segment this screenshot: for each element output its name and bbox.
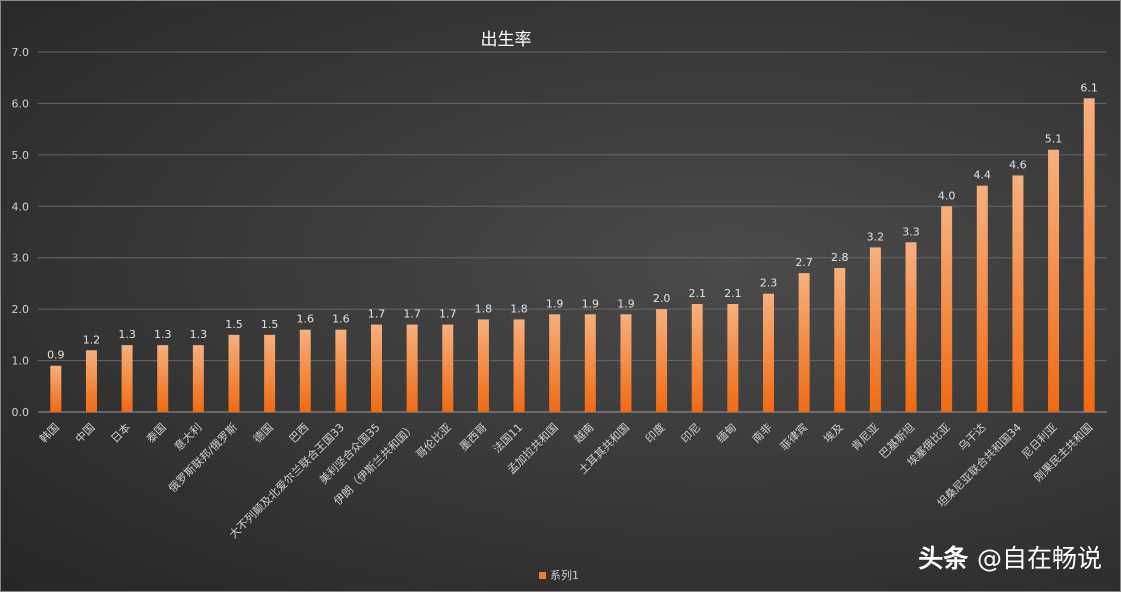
x-tick-label: 哥伦比亚	[413, 420, 454, 461]
y-tick-label: 3.0	[12, 252, 30, 265]
data-label: 4.6	[1009, 158, 1027, 171]
bar[interactable]	[798, 273, 810, 412]
x-tick-label: 俄罗斯联邦/俄罗斯	[166, 421, 240, 495]
x-tick-label: 中国	[73, 421, 98, 446]
data-label: 1.7	[439, 308, 457, 321]
bar[interactable]	[620, 314, 632, 412]
bar[interactable]	[905, 242, 917, 412]
bar[interactable]	[656, 309, 668, 412]
x-tick-label: 缅甸	[714, 420, 739, 445]
x-tick-label: 美利坚合众国35	[316, 420, 382, 486]
bar[interactable]	[335, 329, 347, 412]
bar[interactable]	[941, 206, 953, 412]
data-label: 1.7	[368, 308, 386, 321]
bar[interactable]	[50, 365, 62, 412]
data-label: 4.4	[974, 169, 992, 182]
bar[interactable]	[1083, 98, 1095, 413]
bar[interactable]	[762, 293, 774, 412]
data-label: 2.0	[653, 292, 671, 305]
x-tick-label: 越南	[571, 420, 596, 445]
bar[interactable]	[406, 324, 418, 412]
data-label: 1.3	[190, 328, 208, 341]
y-tick-label: 4.0	[12, 200, 30, 213]
data-label: 1.9	[617, 297, 635, 310]
x-tick-label: 泰国	[143, 420, 168, 445]
legend-swatch	[539, 571, 546, 579]
data-label: 6.1	[1080, 81, 1098, 94]
x-tick-label: 墨西哥	[457, 421, 490, 454]
legend[interactable]: 系列1	[539, 567, 579, 583]
data-label: 1.6	[332, 313, 350, 326]
data-label: 3.2	[867, 230, 885, 243]
data-label: 1.8	[510, 302, 528, 315]
x-tick-label: 法国11	[490, 420, 525, 455]
bar[interactable]	[85, 350, 97, 412]
data-label: 1.7	[403, 308, 421, 321]
data-label: 5.1	[1045, 133, 1063, 146]
bar[interactable]	[691, 304, 703, 412]
chart-title: 出生率	[480, 30, 532, 50]
data-label: 1.3	[154, 328, 172, 341]
watermark-handle: @自在畅说	[976, 544, 1102, 573]
bar[interactable]	[442, 324, 454, 412]
bar[interactable]	[371, 324, 383, 412]
x-tick-label: 巴西	[287, 421, 312, 446]
x-tick-label: 日本	[108, 420, 133, 445]
data-label: 1.8	[475, 302, 493, 315]
x-tick-label: 南非	[750, 421, 775, 446]
bar[interactable]	[584, 314, 596, 412]
x-tick-label: 肯尼亚	[849, 421, 882, 454]
data-label: 1.6	[297, 313, 315, 326]
legend-label: 系列1	[550, 569, 579, 582]
bar[interactable]	[1048, 149, 1060, 412]
x-tick-label: 印尼	[679, 421, 704, 446]
bar[interactable]	[513, 319, 525, 412]
watermark: 头条 @自在畅说	[918, 539, 1102, 575]
bar[interactable]	[1012, 175, 1024, 412]
bar[interactable]	[477, 319, 489, 412]
y-tick-label: 5.0	[12, 149, 30, 162]
x-tick-label: 德国	[250, 420, 275, 445]
y-tick-label: 2.0	[12, 303, 30, 316]
data-label: 2.8	[831, 251, 849, 264]
data-label: 2.3	[760, 277, 778, 290]
x-tick-label: 韩国	[36, 420, 61, 445]
data-label: 1.5	[261, 318, 279, 331]
data-label: 1.9	[582, 297, 600, 310]
x-tick-label: 印度	[642, 420, 667, 445]
x-tick-label: 菲律宾	[777, 420, 810, 453]
data-label: 1.5	[225, 318, 243, 331]
data-label: 1.3	[118, 328, 136, 341]
bar[interactable]	[727, 304, 739, 412]
bar[interactable]	[549, 314, 561, 412]
y-tick-label: 0.0	[12, 406, 30, 419]
bar[interactable]	[228, 334, 240, 412]
y-tick-label: 6.0	[12, 97, 30, 110]
bar[interactable]	[264, 334, 276, 412]
bar[interactable]	[299, 329, 311, 412]
x-tick-label: 乌干达	[955, 420, 988, 453]
data-label: 2.1	[724, 287, 742, 300]
bar[interactable]	[834, 268, 846, 412]
data-label: 1.2	[83, 333, 101, 346]
data-label: 2.7	[795, 256, 813, 269]
data-label: 1.9	[546, 297, 564, 310]
bar[interactable]	[121, 345, 133, 412]
data-label: 0.9	[47, 349, 65, 362]
x-tick-label: 意大利	[171, 420, 204, 453]
data-label: 4.0	[938, 189, 956, 202]
bar[interactable]	[157, 345, 169, 412]
watermark-brand: 头条	[918, 544, 969, 573]
y-tick-label: 7.0	[12, 46, 30, 59]
bar[interactable]	[869, 247, 881, 412]
bar[interactable]	[976, 185, 988, 412]
x-tick-label: 埃及	[820, 420, 845, 445]
y-tick-label: 1.0	[12, 355, 30, 368]
data-label: 2.1	[688, 287, 706, 300]
bar[interactable]	[192, 345, 204, 412]
data-label: 3.3	[902, 225, 920, 238]
